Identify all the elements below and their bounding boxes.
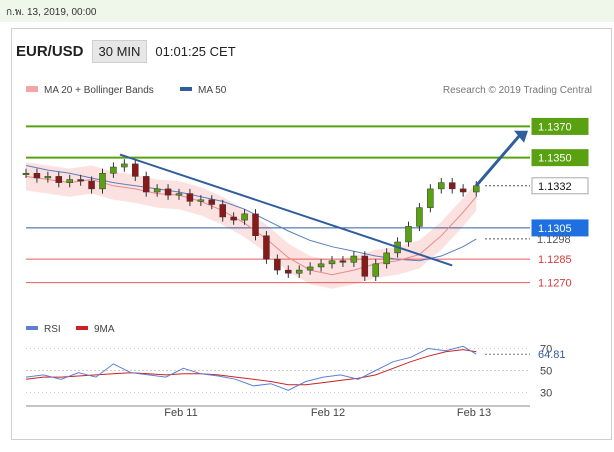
candle-body-10	[132, 163, 139, 177]
candle-body-21	[252, 213, 259, 236]
candle-body-11	[142, 176, 150, 193]
candle-body-9	[121, 163, 128, 168]
candle-body-25	[295, 269, 303, 274]
level-box-1.1285	[531, 250, 589, 268]
candle-body-40	[459, 188, 467, 193]
candle-body-17	[208, 199, 216, 205]
candle-body-6	[88, 180, 95, 190]
trend-line	[119, 153, 453, 267]
candle-body-5	[77, 179, 84, 182]
candle-body-23	[274, 258, 281, 271]
candle-body-14	[175, 193, 183, 196]
forecast-arrow-head	[514, 130, 528, 143]
legend-9ma: 9MA	[94, 324, 115, 335]
legend-swatch-rsi	[26, 326, 38, 330]
legend-swatch-9ma	[76, 326, 88, 330]
legend-swatch-ma20	[26, 86, 38, 92]
forecast-arrow-line	[475, 131, 524, 187]
candle-body-15	[186, 193, 194, 202]
candle-body-26	[306, 266, 314, 271]
candle-body-8	[110, 166, 117, 174]
candle-body-30	[350, 255, 358, 263]
rsi-line	[25, 345, 477, 391]
x-tick-feb12: Feb 12	[311, 407, 345, 419]
candle-body-16	[197, 199, 205, 202]
level-box-1.1370	[531, 117, 589, 135]
level-box-1.1305	[531, 219, 589, 237]
candle-body-33	[383, 252, 390, 265]
top-date-bar: ก.พ. 13, 2019, 00:00	[0, 0, 614, 22]
candle-body-3	[55, 176, 63, 183]
level-label-1.1298: 1.1298	[537, 234, 571, 246]
legend-swatch-ma50	[180, 87, 192, 91]
rsi-layer: 70 50 30 64.81	[25, 344, 566, 400]
candle-body-18	[219, 204, 226, 218]
candle-body-31	[361, 255, 369, 277]
candle-body-4	[66, 179, 73, 183]
candle-body-36	[416, 207, 423, 227]
chart-frame	[11, 28, 612, 440]
legend-rsi: RSI	[44, 324, 61, 335]
candle-body-28	[328, 260, 336, 265]
candle-body-20	[241, 213, 248, 221]
legend-ma20: MA 20 + Bollinger Bands	[44, 85, 154, 96]
candle-body-7	[99, 173, 106, 190]
candle-body-41	[473, 185, 480, 193]
candle-body-24	[285, 269, 292, 274]
timeframe-badge[interactable]: 30 MIN	[91, 39, 148, 63]
candle-body-12	[153, 188, 161, 193]
candle-body-38	[438, 182, 445, 190]
level-label-1.1305: 1.1305	[538, 223, 572, 235]
candle-body-39	[448, 182, 456, 190]
rsi-tick-50: 50	[540, 366, 552, 378]
candle-body-2	[44, 176, 52, 179]
rsi-9ma-line	[25, 349, 477, 386]
candle-body-35	[405, 226, 412, 243]
candle-body-29	[339, 260, 347, 263]
credit-text: Research © 2019 Trading Central	[443, 85, 592, 96]
legend-ma50: MA 50	[198, 85, 227, 96]
level-label-1.1270: 1.1270	[538, 278, 572, 290]
x-tick-feb11: Feb 11	[164, 407, 197, 419]
candle-body-1	[33, 173, 41, 179]
level-box-1.1270	[531, 274, 589, 292]
rsi-tick-30: 30	[540, 388, 552, 400]
level-label-1.1350: 1.1350	[538, 153, 572, 165]
candle-body-19	[230, 216, 237, 221]
rsi-tick-70: 70	[540, 344, 552, 356]
symbol-title: EUR/USD	[16, 42, 84, 60]
chart-header: EUR/USD 30 MIN 01:01:25 CET	[16, 38, 236, 64]
level-box-1.1350	[531, 149, 589, 167]
level-label-1.1285: 1.1285	[538, 254, 572, 266]
candle-body-32	[372, 263, 379, 277]
candle-body-13	[164, 188, 172, 196]
candle-body-0	[22, 173, 30, 176]
level-label-1.1370: 1.1370	[538, 121, 572, 133]
level-box-1.1332	[531, 177, 589, 195]
candle-body-27	[317, 263, 325, 268]
clock-label: 01:01:25 CET	[155, 43, 236, 59]
candle-body-22	[263, 235, 270, 260]
x-tick-feb13: Feb 13	[457, 407, 491, 419]
rsi-last-value: 64.81	[538, 349, 566, 361]
level-label-1.1332: 1.1332	[538, 181, 572, 193]
candle-body-37	[427, 188, 434, 208]
date-label: ก.พ. 13, 2019, 00:00	[6, 7, 97, 18]
